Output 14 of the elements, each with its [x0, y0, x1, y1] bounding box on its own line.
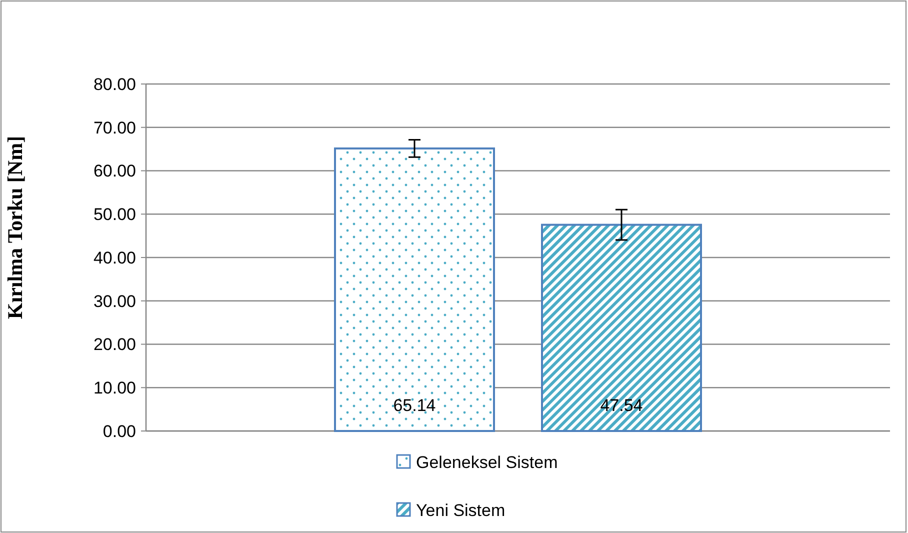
data-label: 47.54 — [600, 396, 643, 415]
y-tick-label: 70.00 — [93, 118, 136, 138]
legend-label: Yeni Sistem — [416, 500, 506, 520]
legend-label: Geleneksel Sistem — [416, 452, 558, 472]
y-tick-label: 20.00 — [93, 335, 136, 354]
y-tick-label: 60.00 — [93, 162, 136, 181]
data-label: 65.14 — [393, 396, 436, 415]
y-tick-label: 30.00 — [93, 292, 136, 311]
y-tick-label: 10.00 — [93, 378, 136, 398]
y-tick-label: 50.00 — [93, 205, 136, 224]
y-tick-label: 80.00 — [93, 74, 136, 94]
y-axis-title: Kırılma Torku [Nm] — [3, 136, 27, 320]
y-tick-label: 40.00 — [93, 248, 136, 268]
y-tick-label: 0.00 — [102, 422, 136, 441]
